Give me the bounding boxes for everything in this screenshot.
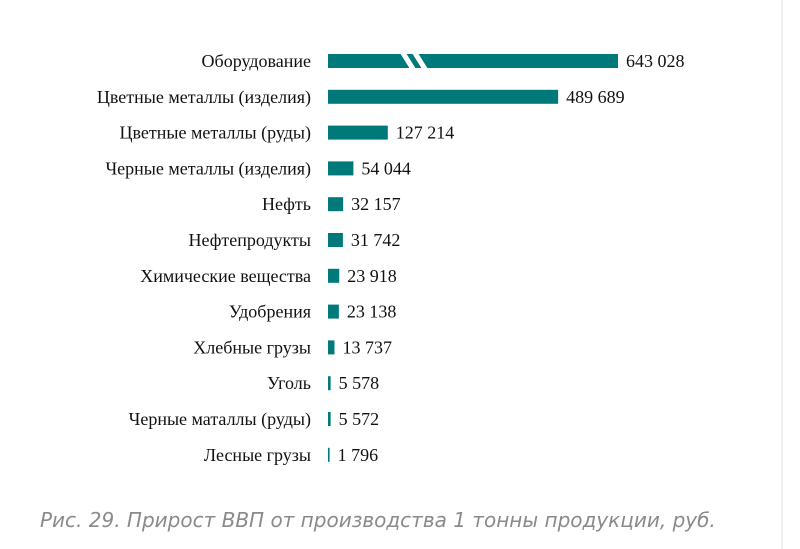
category-label: Цветные металлы (изделия) [97, 87, 311, 108]
value-label: 31 742 [351, 230, 401, 250]
bar [328, 412, 331, 426]
category-label: Удобрения [229, 302, 311, 322]
bar [328, 447, 330, 462]
category-label: Оборудование [202, 51, 311, 71]
bar [328, 340, 335, 355]
value-label: 489 689 [566, 87, 625, 107]
category-label: Цветные металлы (руды) [119, 123, 311, 144]
value-label: 643 028 [626, 51, 685, 71]
value-label: 1 796 [338, 445, 379, 465]
category-label: Химические вещества [140, 266, 311, 286]
category-label: Уголь [267, 373, 311, 393]
bar [328, 233, 343, 247]
value-label: 32 157 [351, 194, 401, 214]
bar [328, 54, 618, 68]
figure-caption: Рис. 29. Прирост ВВП от производства 1 т… [40, 508, 716, 532]
value-label: 54 044 [361, 158, 411, 178]
category-label: Черные маталлы (руды) [129, 409, 311, 430]
category-label: Хлебные грузы [193, 337, 311, 357]
value-label: 127 214 [396, 123, 455, 143]
bar [328, 268, 340, 283]
value-label: 5 578 [339, 373, 380, 393]
category-label: Нефть [262, 194, 311, 214]
bar [328, 376, 331, 391]
value-label: 23 138 [347, 302, 397, 322]
bar [328, 304, 339, 319]
bar-chart: Оборудование 643 028 Цветные металлы (изде… [97, 51, 685, 465]
category-label: Черные металлы (изделия) [105, 158, 311, 179]
category-label: Нефтепродукты [189, 230, 311, 250]
bar [328, 197, 344, 212]
axis-break-mark [412, 53, 428, 69]
value-label: 13 737 [342, 337, 392, 357]
axis-break-mark [400, 53, 416, 69]
bar [328, 125, 388, 140]
page-edge-divider [781, 0, 783, 549]
bar [328, 89, 559, 104]
bar [328, 161, 354, 176]
category-label: Лесные грузы [204, 445, 311, 465]
value-label: 5 572 [339, 409, 380, 429]
value-label: 23 918 [347, 266, 397, 286]
